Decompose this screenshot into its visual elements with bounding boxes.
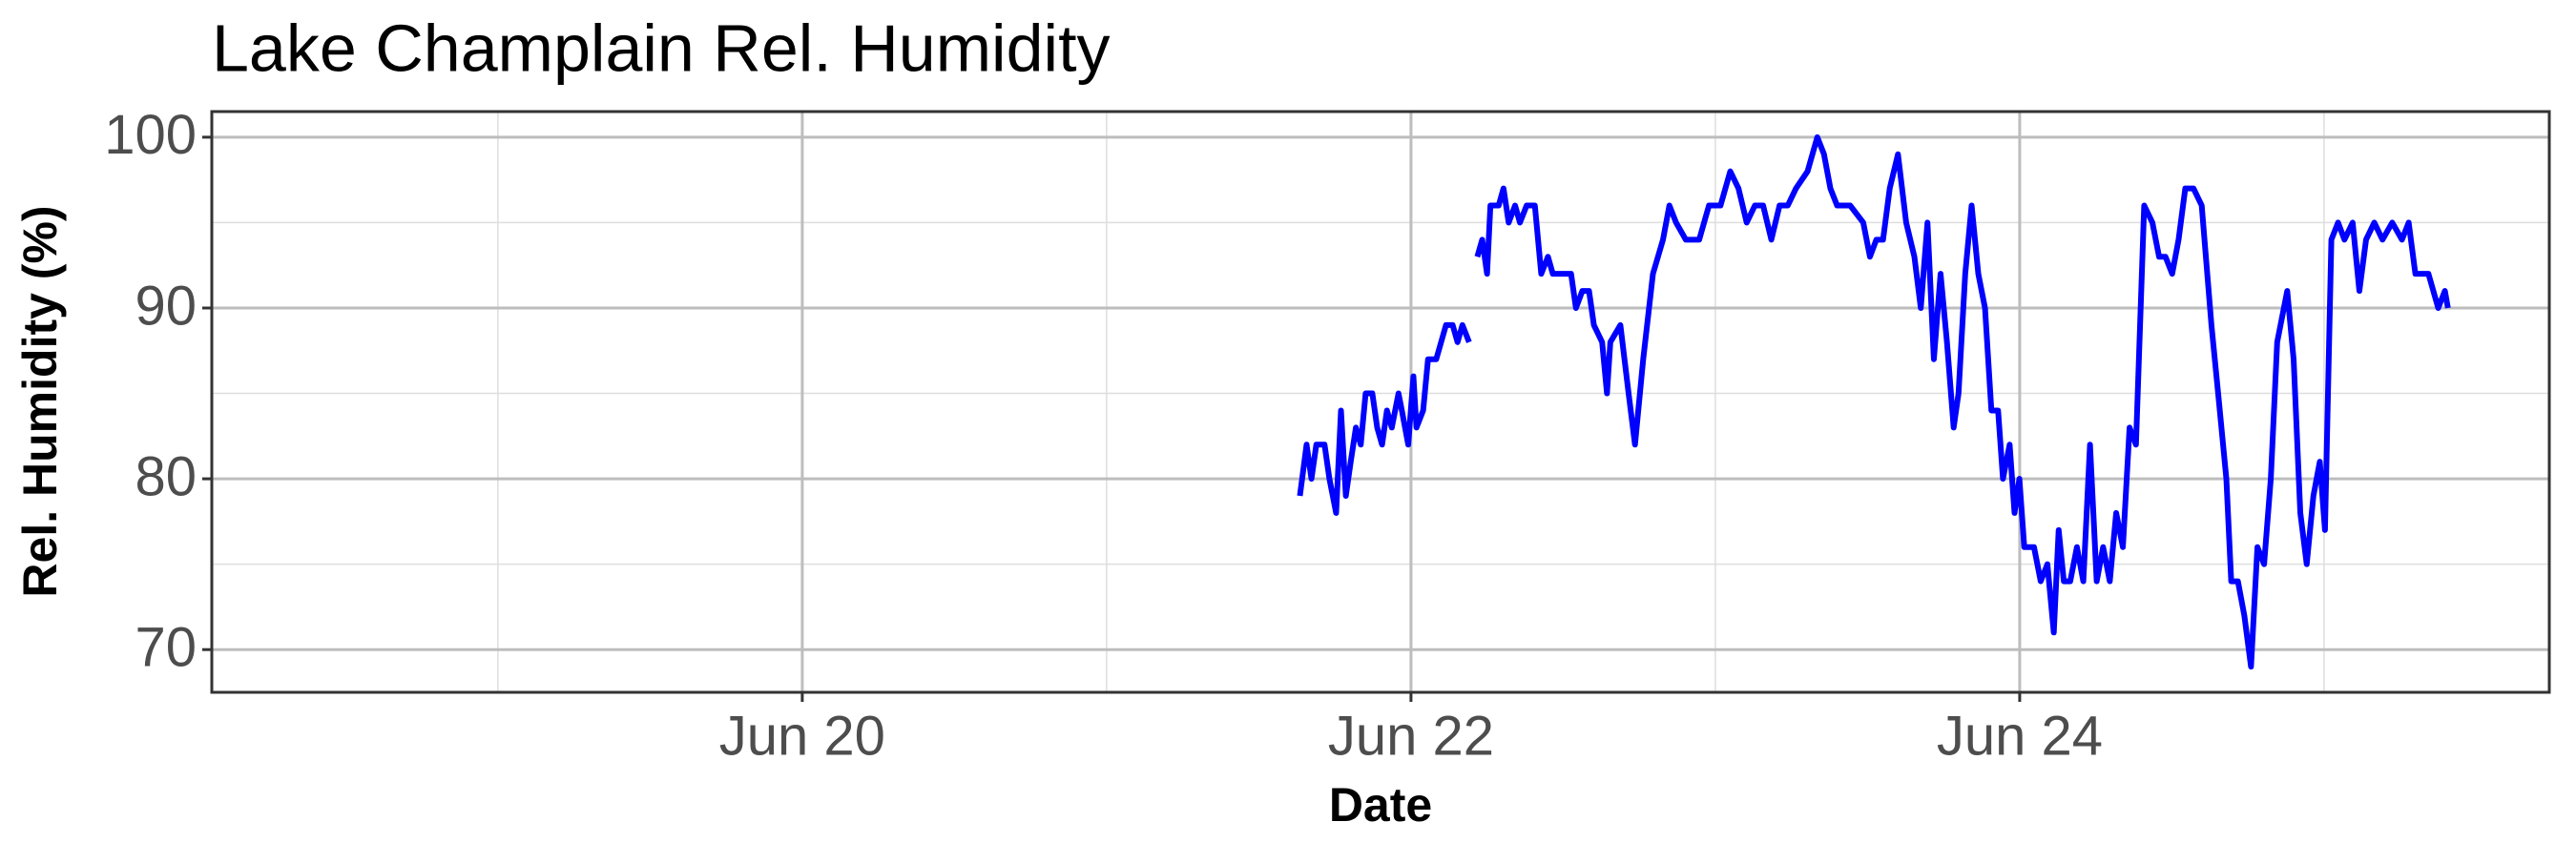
y-tick-label: 80	[135, 445, 197, 507]
y-tick-label: 100	[104, 104, 197, 166]
data-line	[1297, 134, 2451, 670]
x-tick-label: Jun 24	[1937, 705, 2103, 767]
plot-border	[210, 110, 2551, 694]
x-axis-label: Date	[1329, 778, 1432, 832]
y-axis-label: Rel. Humidity (%)	[13, 205, 67, 597]
y-tick-label: 70	[135, 617, 197, 679]
x-tick-label: Jun 22	[1328, 705, 1494, 767]
x-tick-label: Jun 20	[719, 705, 885, 767]
y-tick-label: 90	[135, 275, 197, 337]
chart-title: Lake Champlain Rel. Humidity	[212, 10, 1111, 85]
